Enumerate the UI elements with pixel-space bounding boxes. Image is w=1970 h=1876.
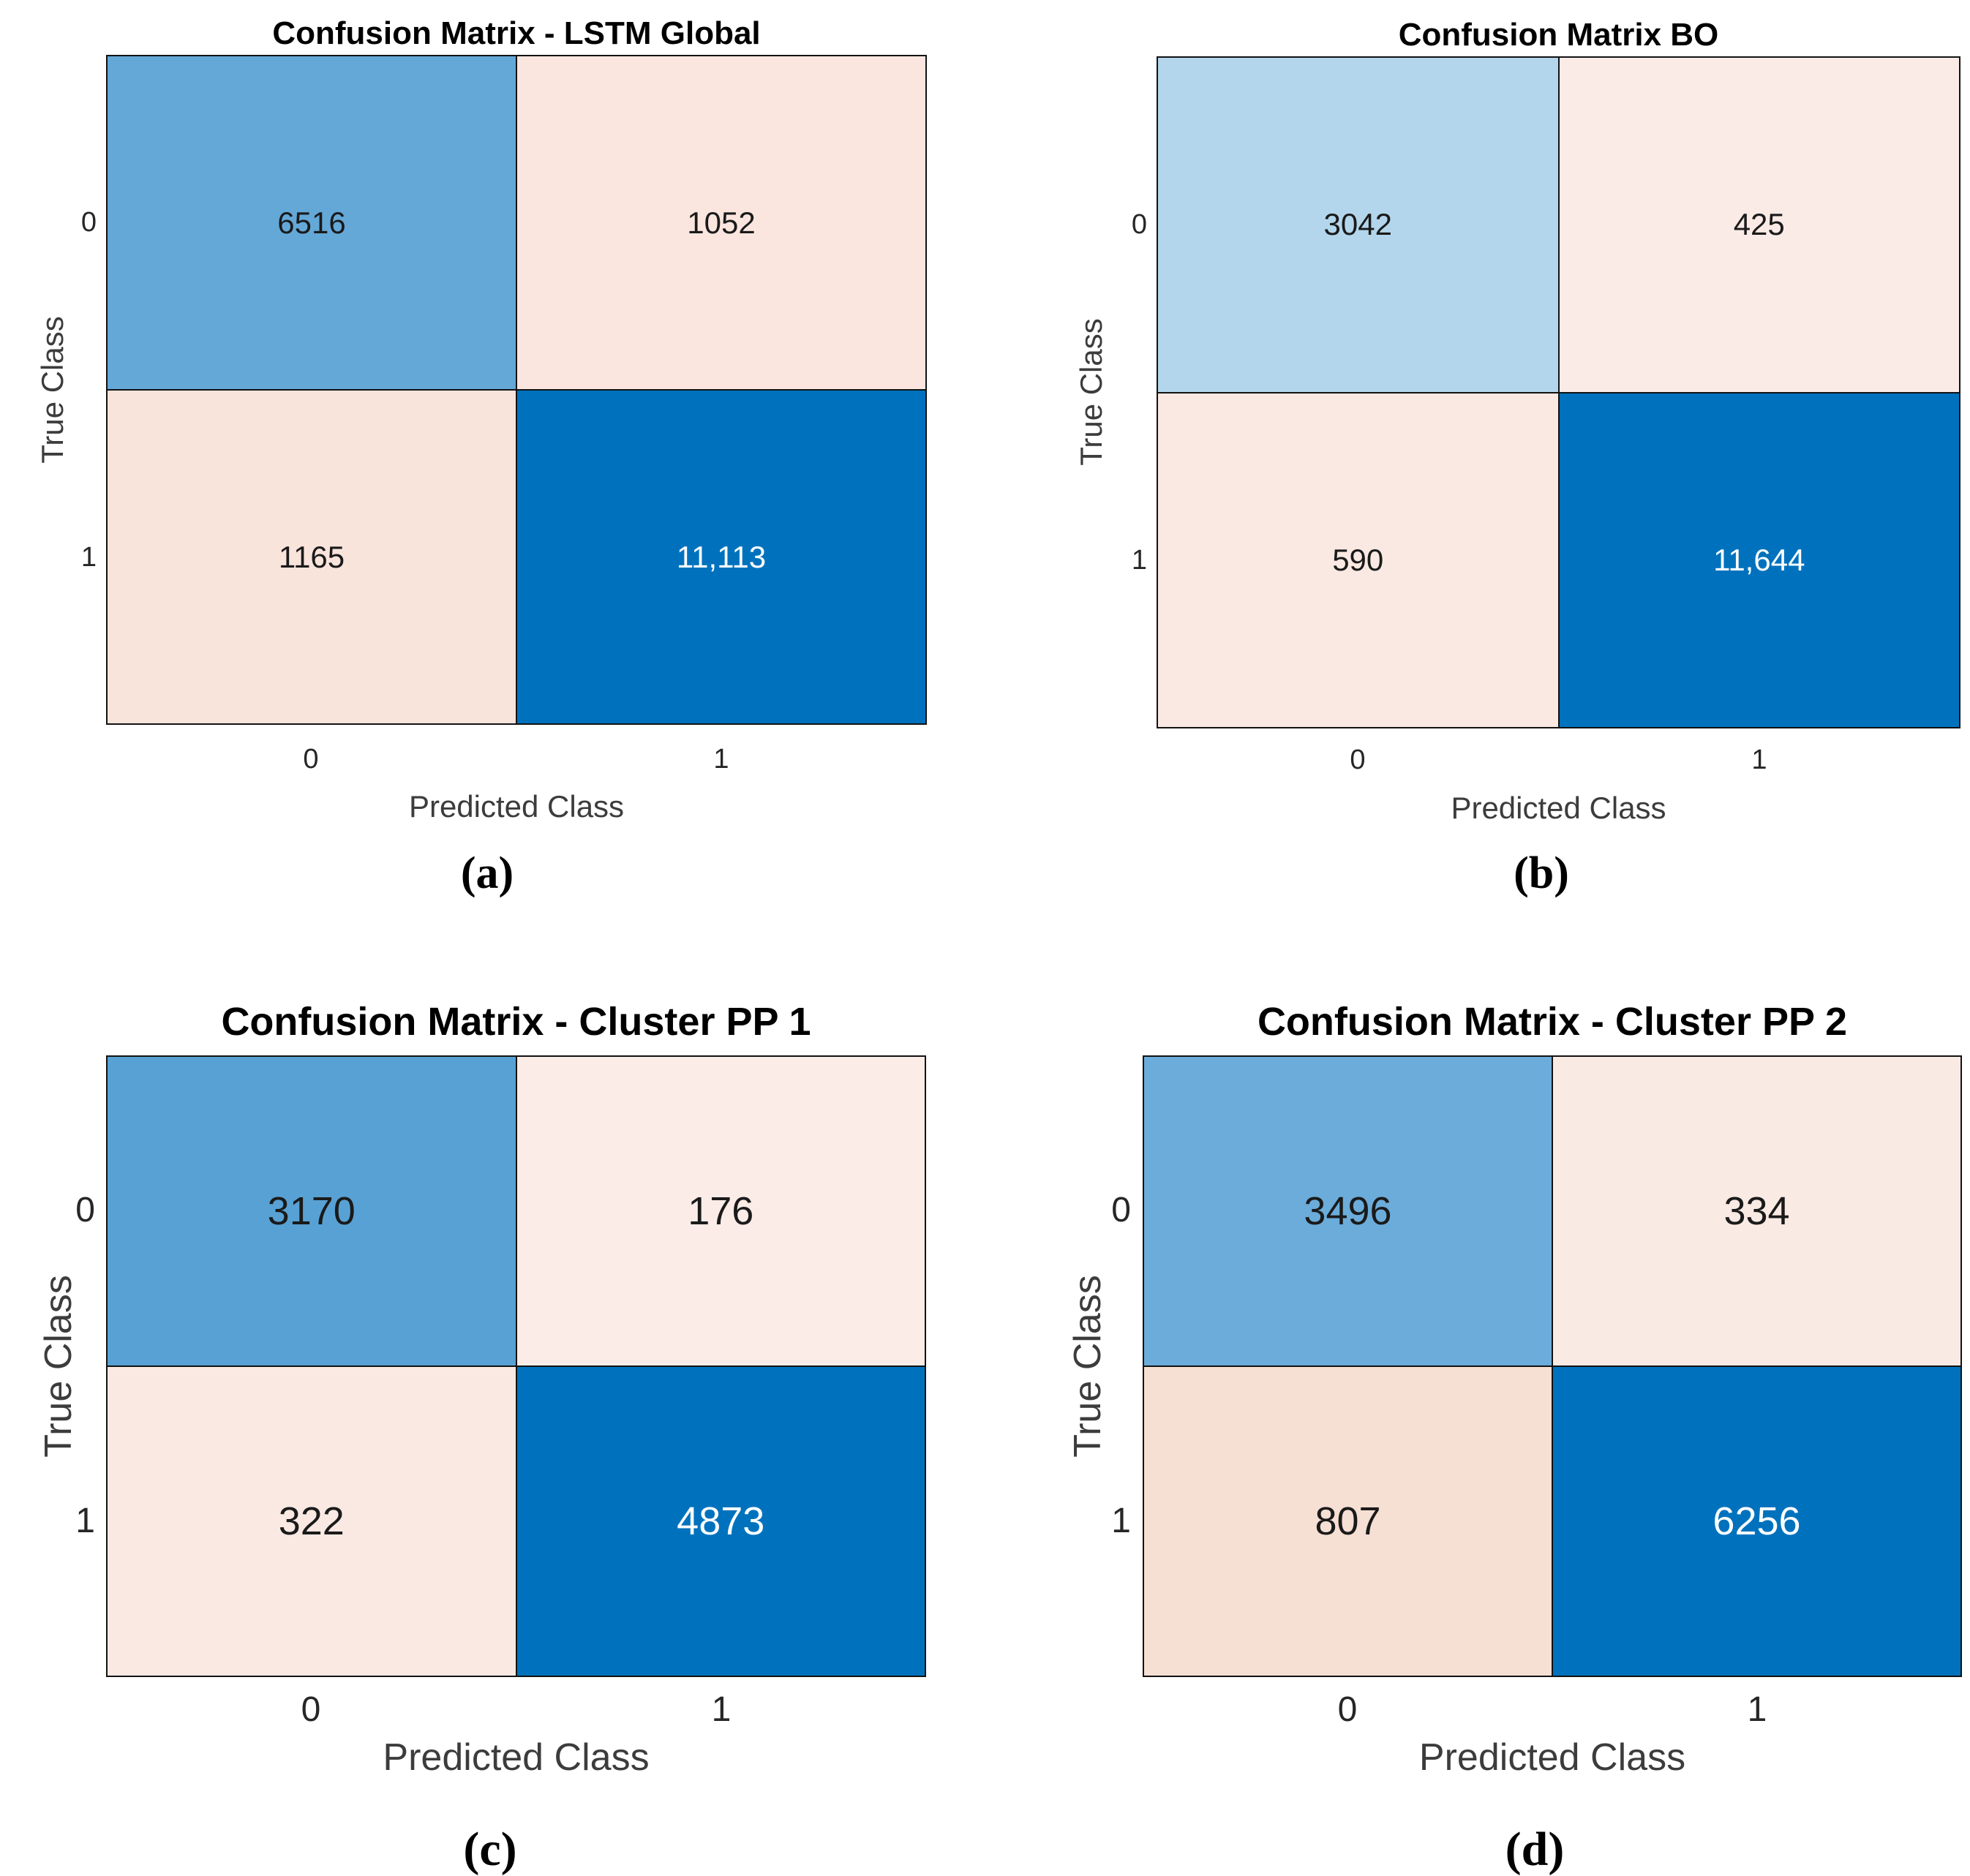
cell-true1-pred0: 807 (1144, 1367, 1552, 1676)
x-tick-0: 0 (1337, 1690, 1358, 1729)
x-tick-0: 0 (301, 1690, 321, 1729)
cell-value: 176 (688, 1189, 754, 1233)
y-axis-label: True Class (1074, 318, 1108, 466)
cell-value: 11,113 (676, 539, 767, 574)
x-tick-1: 1 (1751, 745, 1767, 775)
x-axis-label: Predicted Class (1451, 791, 1666, 825)
cell-true1-pred1: 11,113 (517, 391, 925, 723)
x-axis-label: Predicted Class (1418, 1736, 1686, 1779)
cell-true0-pred1: 425 (1559, 58, 1959, 392)
y-tick-0: 0 (75, 1191, 95, 1229)
panel-a-lstm-global: Confusion Matrix - LSTM Global True Clas… (0, 0, 985, 943)
cell-value: 590 (1332, 542, 1384, 577)
y-tick-1: 1 (80, 542, 97, 573)
y-tick-1: 1 (1111, 1502, 1131, 1540)
cell-true0-pred1: 1052 (517, 56, 925, 389)
cell-value: 4873 (677, 1499, 765, 1543)
plot-title: Confusion Matrix - Cluster PP 1 (221, 1000, 811, 1044)
cell-value: 1165 (278, 539, 345, 574)
cell-true0-pred0: 3496 (1144, 1057, 1552, 1365)
x-axis-label: Predicted Class (408, 789, 625, 824)
x-tick-1: 1 (1747, 1690, 1767, 1729)
x-tick-1: 1 (713, 744, 729, 775)
confusion-matrix-grid: 6516 1052 1165 11,113 (106, 55, 927, 725)
cell-value: 1052 (687, 205, 756, 240)
cell-value: 425 (1733, 207, 1785, 242)
cell-true0-pred0: 3170 (108, 1057, 516, 1365)
cell-true1-pred0: 1165 (108, 391, 516, 723)
y-axis-label: True Class (35, 316, 69, 464)
subfigure-caption-b: (b) (1514, 848, 1569, 898)
cell-value: 11,644 (1713, 542, 1805, 577)
y-tick-0: 0 (1111, 1191, 1131, 1229)
cell-true1-pred1: 4873 (516, 1367, 925, 1676)
cell-true1-pred1: 11,644 (1559, 393, 1959, 727)
plot-title: Confusion Matrix - Cluster PP 2 (1257, 1000, 1848, 1044)
cell-true0-pred1: 176 (516, 1057, 925, 1365)
subfigure-caption-a: (a) (460, 848, 514, 898)
x-axis-label: Predicted Class (383, 1736, 650, 1779)
confusion-matrix-grid: 3496 334 807 6256 (1143, 1055, 1962, 1677)
cell-true1-pred0: 322 (108, 1367, 516, 1676)
confusion-matrix-grid: 3170 176 322 4873 (106, 1055, 926, 1677)
x-tick-1: 1 (711, 1690, 732, 1729)
x-tick-0: 0 (1350, 745, 1366, 775)
cell-value: 807 (1315, 1499, 1381, 1543)
panel-c-cluster-pp-1: Confusion Matrix - Cluster PP 1 True Cla… (0, 943, 985, 1876)
cell-value: 322 (278, 1499, 345, 1543)
y-tick-0: 0 (80, 207, 97, 238)
cell-value: 334 (1723, 1189, 1790, 1233)
plot-title: Confusion Matrix - LSTM Global (272, 15, 761, 51)
plot-title: Confusion Matrix BO (1398, 17, 1719, 53)
cell-true1-pred1: 6256 (1553, 1367, 1960, 1676)
y-tick-1: 1 (1131, 545, 1147, 576)
confusion-matrix-grid: 3042 425 590 11,644 (1157, 56, 1960, 728)
cell-true1-pred0: 590 (1158, 393, 1558, 727)
subfigure-caption-d: (d) (1505, 1823, 1565, 1876)
cell-value: 3042 (1323, 207, 1392, 242)
y-axis-label: True Class (37, 1275, 80, 1458)
subfigure-caption-c: (c) (463, 1823, 517, 1876)
y-tick-0: 0 (1131, 209, 1147, 240)
y-axis-label: True Class (1067, 1275, 1109, 1458)
y-tick-1: 1 (75, 1502, 95, 1540)
x-tick-0: 0 (303, 744, 319, 775)
cell-true0-pred0: 3042 (1158, 58, 1558, 392)
cell-value: 3170 (267, 1189, 356, 1233)
panel-b-bo: Confusion Matrix BO True Class 0 1 3042 … (985, 0, 1970, 943)
cell-true0-pred0: 6516 (108, 56, 516, 389)
cell-value: 6256 (1713, 1499, 1801, 1543)
cell-value: 6516 (277, 205, 346, 240)
cell-true0-pred1: 334 (1553, 1057, 1960, 1365)
cell-value: 3496 (1304, 1189, 1392, 1233)
panel-d-cluster-pp-2: Confusion Matrix - Cluster PP 2 True Cla… (985, 943, 1970, 1876)
